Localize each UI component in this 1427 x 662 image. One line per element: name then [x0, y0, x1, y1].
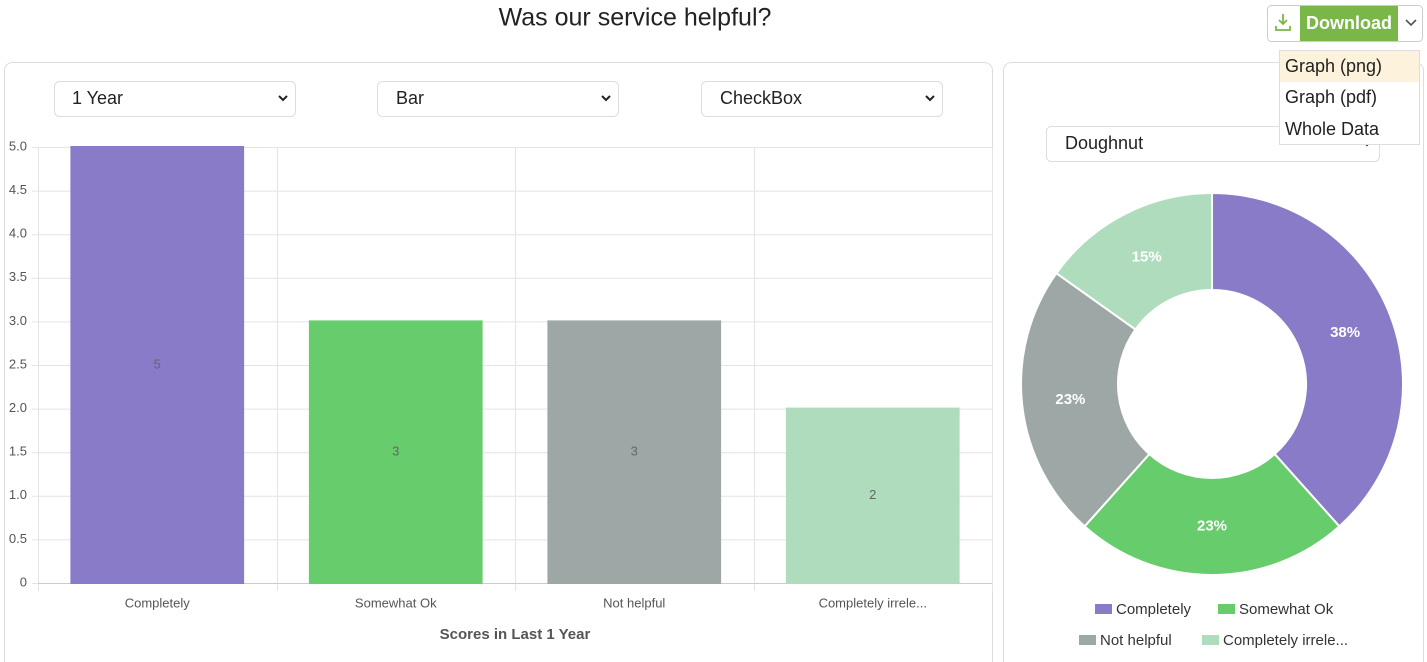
menu-item[interactable]: Whole Data: [1285, 119, 1380, 139]
bar: [547, 320, 722, 584]
chevron: [601, 95, 611, 102]
bar: [70, 146, 245, 584]
y-tick-label: 1.0: [9, 487, 27, 502]
select-text: 1 Year: [72, 88, 123, 108]
y-tick-label: 4.5: [9, 182, 27, 197]
x-tick-label: Completely irrele...: [819, 595, 927, 610]
x-axis-title: Scores in Last 1 Year: [440, 626, 591, 643]
legend-label: Somewhat Ok: [1239, 601, 1334, 618]
menu-item[interactable]: Graph (png): [1285, 56, 1382, 76]
y-tick-label: 2.5: [9, 356, 27, 371]
doughnut-chart: 38% 23% 23% 15% Completely Somewhat Ok Not hel…: [1020, 191, 1404, 649]
period-select[interactable]: 1 Year: [54, 81, 296, 117]
legend-label: Completely irrele...: [1223, 632, 1348, 649]
doughnut-slice: [1020, 271, 1151, 528]
slice-label: 23%: [1055, 391, 1085, 408]
button-fill: [1300, 6, 1398, 41]
chevron: [1405, 19, 1417, 27]
y-tick-label: 0: [20, 574, 27, 589]
x-tick-label: Somewhat Ok: [355, 595, 437, 610]
chevron: [925, 95, 935, 102]
download-icon: [1275, 14, 1291, 31]
y-tick-label: 0.5: [9, 531, 27, 546]
download-button[interactable]: Download: [1267, 5, 1423, 42]
bar-value-label: 2: [869, 487, 876, 502]
button-label: Download: [1306, 13, 1392, 33]
doughnut-slice: [1055, 191, 1213, 331]
download-menu: Graph (png) Graph (pdf) Whole Data: [1279, 50, 1420, 145]
legend-label: Completely: [1116, 601, 1192, 618]
select-box[interactable]: [701, 81, 943, 117]
bar-chart: 0 0.5 1.0 1.5 2.0 2.5 3.0 3.5 4.0 4.5 5.0 5 Complete…: [9, 138, 993, 643]
y-tick-label: 5.0: [9, 138, 27, 153]
select-text: Bar: [396, 88, 424, 108]
y-tick-label: 1.5: [9, 444, 27, 459]
y-tick-label: 4.0: [9, 226, 27, 241]
y-tick-label: 2.0: [9, 400, 27, 415]
doughnut-slice: [1211, 191, 1404, 528]
select-text: CheckBox: [720, 88, 802, 108]
bar: [785, 407, 960, 584]
bar: [308, 320, 483, 584]
y-tick-label: 3.0: [9, 313, 27, 328]
chevron: [278, 95, 288, 102]
x-tick-label: Completely: [125, 595, 191, 610]
legend-swatch: [1079, 635, 1096, 645]
question-type-select[interactable]: CheckBox: [701, 81, 943, 117]
legend-swatch: [1202, 635, 1219, 645]
y-tick-label: 3.5: [9, 269, 27, 284]
select-text: Doughnut: [1065, 133, 1143, 153]
menu-highlight: [1280, 51, 1419, 82]
chart-type-select[interactable]: Bar: [377, 81, 619, 117]
menu-item[interactable]: Graph (pdf): [1285, 87, 1377, 107]
doughnut-slice: [1083, 452, 1341, 576]
x-tick-label: Not helpful: [603, 595, 665, 610]
legend-swatch: [1218, 604, 1235, 614]
bar-value-label: 3: [392, 444, 399, 459]
slice-label: 23%: [1197, 517, 1227, 534]
slice-label: 38%: [1330, 324, 1360, 341]
legend-swatch: [1095, 604, 1112, 614]
bar-value-label: 5: [154, 356, 161, 371]
legend-label: Not helpful: [1100, 632, 1172, 649]
page-title: Was our service helpful?: [499, 4, 772, 32]
bar-value-label: 3: [631, 444, 638, 459]
slice-label: 15%: [1132, 248, 1162, 265]
select-box[interactable]: [54, 81, 296, 117]
select-box[interactable]: [377, 81, 619, 117]
